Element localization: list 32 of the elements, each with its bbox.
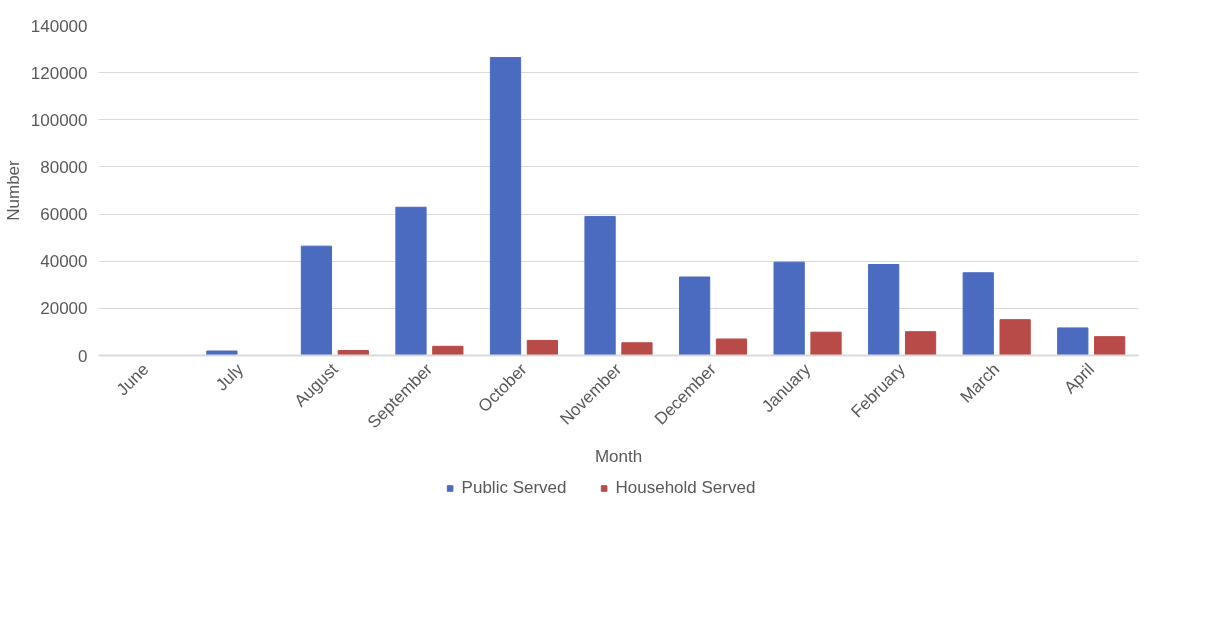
bar bbox=[810, 331, 842, 356]
bar bbox=[621, 342, 653, 356]
legend-label: Household Served bbox=[615, 478, 756, 498]
bar bbox=[962, 272, 994, 356]
y-tick-label: 120000 bbox=[30, 63, 88, 83]
y-tick-label: 80000 bbox=[40, 157, 88, 177]
bar bbox=[206, 350, 238, 356]
bar bbox=[868, 264, 900, 356]
y-tick-label: 140000 bbox=[30, 16, 88, 36]
bar bbox=[584, 215, 616, 356]
bar bbox=[678, 276, 711, 356]
bar bbox=[1094, 336, 1126, 356]
y-tick-label: 60000 bbox=[40, 205, 88, 225]
bar bbox=[489, 57, 522, 356]
y-tick-label: 40000 bbox=[40, 252, 88, 272]
x-tick-label: July bbox=[212, 359, 248, 395]
bar bbox=[1057, 327, 1089, 356]
bar bbox=[395, 206, 427, 356]
bar bbox=[904, 331, 937, 356]
x-axis-title: Month bbox=[594, 446, 643, 466]
y-tick-label: 0 bbox=[78, 346, 88, 366]
bar bbox=[715, 338, 748, 356]
bar bbox=[526, 339, 559, 356]
y-axis-title: Number bbox=[3, 159, 23, 221]
bar bbox=[432, 345, 464, 356]
bar bbox=[999, 319, 1031, 356]
bar bbox=[773, 261, 805, 356]
legend-label: Public Served bbox=[461, 478, 567, 498]
y-tick-label: 20000 bbox=[40, 299, 88, 319]
bar bbox=[300, 245, 333, 356]
bar bbox=[337, 350, 369, 356]
y-tick-label: 100000 bbox=[30, 110, 88, 130]
